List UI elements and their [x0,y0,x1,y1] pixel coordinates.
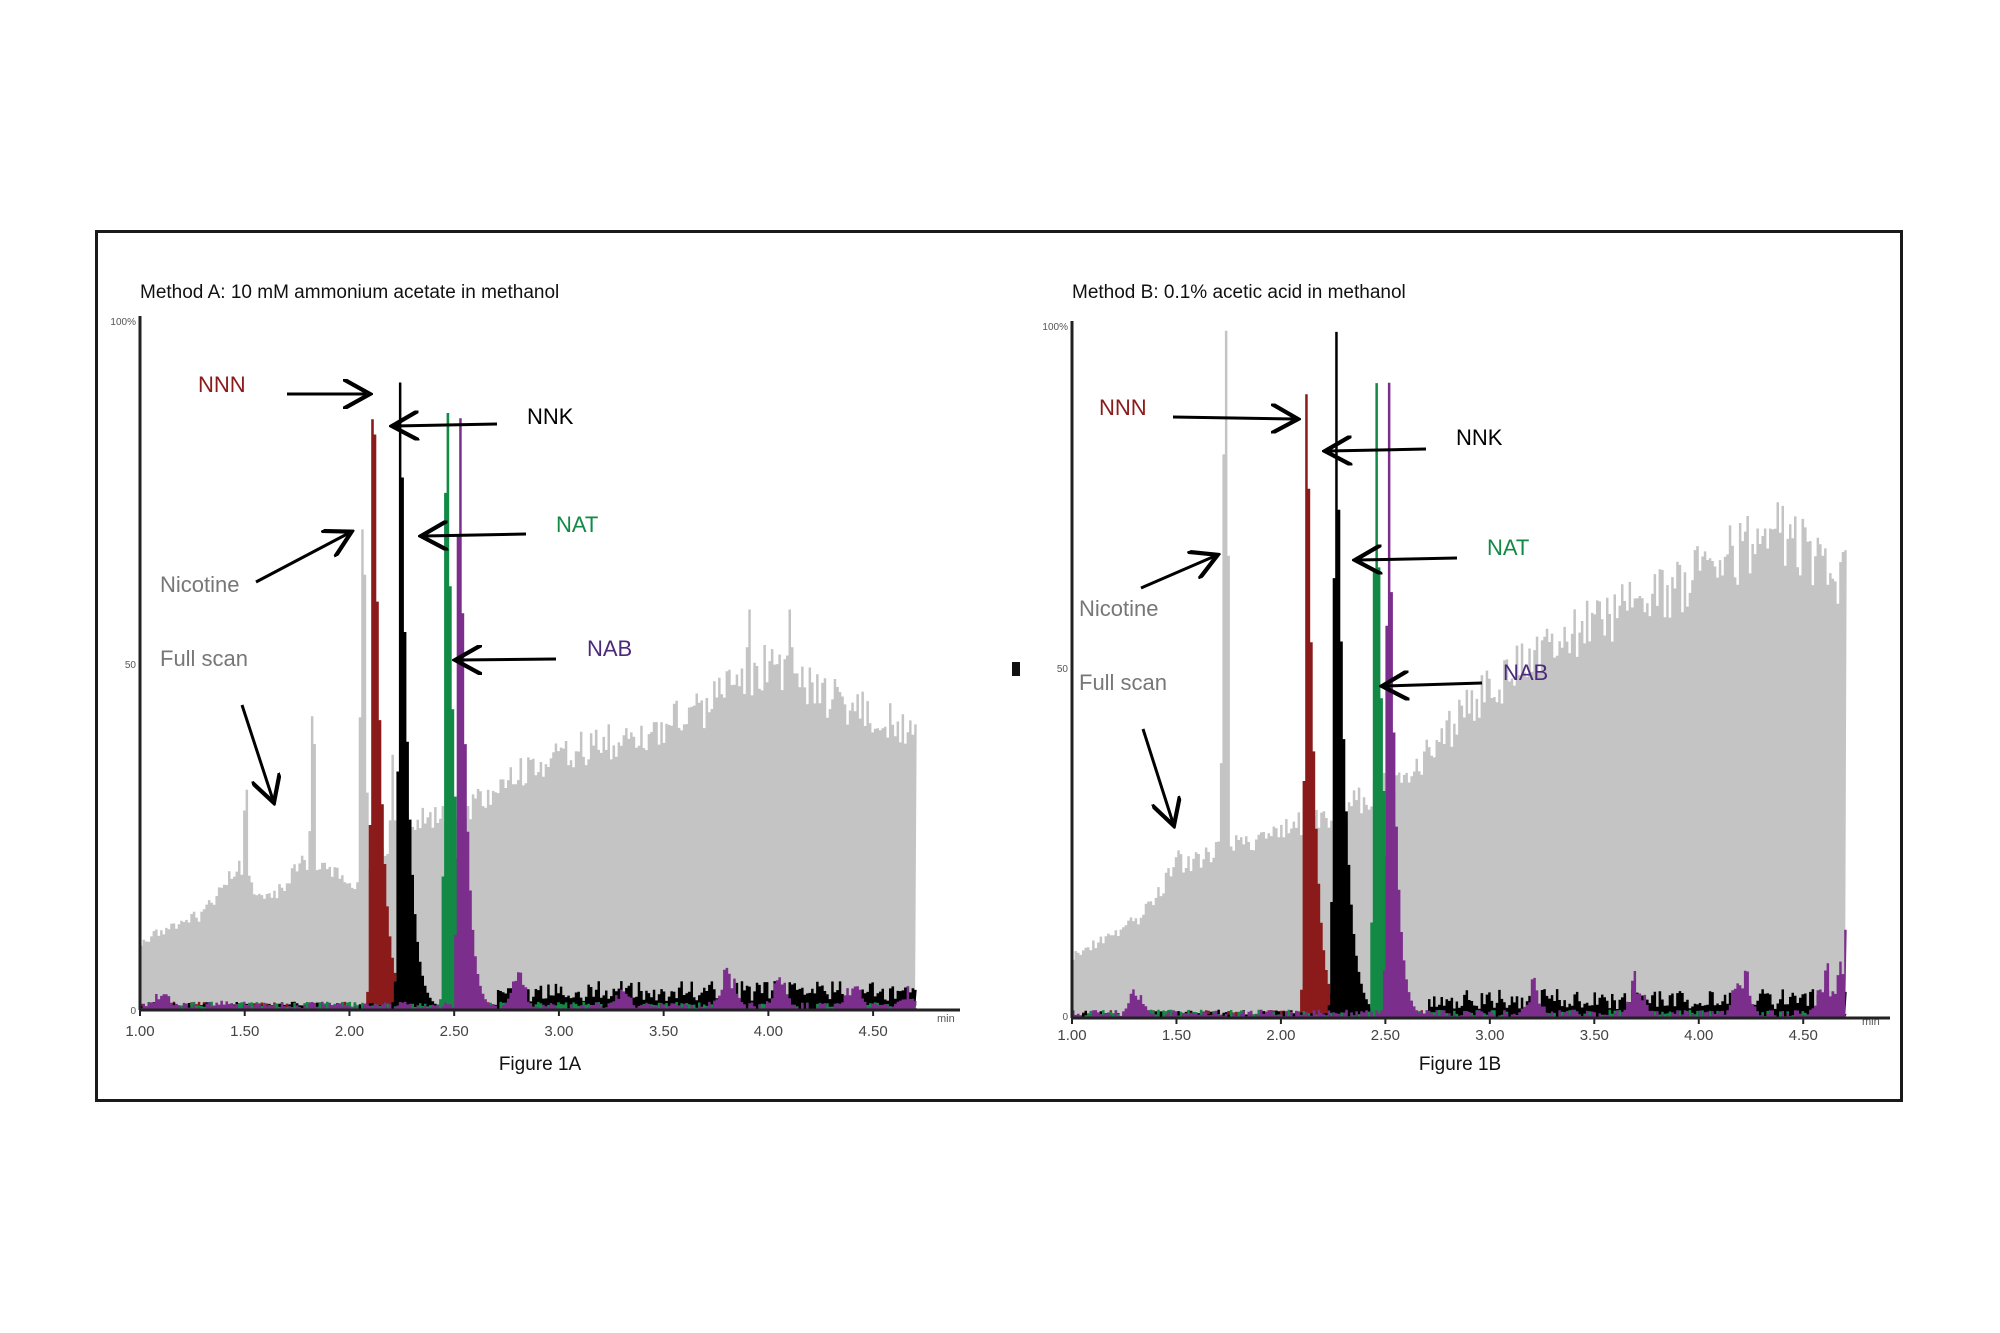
plot-area [1070,321,1890,1020]
x-tick-label: 2.50 [1371,1027,1400,1044]
label-nicotine: Nicotine [1079,596,1158,621]
y-tick-mid: 50 [125,660,137,671]
plot-area [138,316,960,1012]
x-tick-label: 4.50 [859,1023,888,1040]
arrow-nicotine [1140,556,1215,590]
chart-title: Method B: 0.1% acetic acid in methanol [1072,282,1406,303]
arrow-full-scan [1141,728,1173,823]
x-tick-label: 1.50 [1162,1027,1191,1044]
arrow-full-scan [240,704,273,800]
x-tick-labels: 1.00 1.50 2.00 2.50 3.00 3.50 4.00 4.50 [125,1010,888,1040]
arrow-nnk [395,424,498,426]
x-tick-label: 2.00 [1266,1027,1295,1044]
y-tick-zero: 0 [1062,1012,1068,1023]
chart-title: Method A: 10 mM ammonium acetate in meth… [140,282,559,303]
label-nnk: NNK [1456,425,1503,450]
label-nab: NAB [1503,660,1548,685]
x-tick-label: 4.00 [1684,1027,1713,1044]
side-marker [1012,662,1020,676]
x-tick-labels: 1.00 1.50 2.00 2.50 3.00 3.50 4.00 4.50 [1057,1018,1818,1044]
arrow-nab [1385,683,1483,686]
x-tick-label: 3.00 [544,1023,573,1040]
x-tick-label: 3.00 [1475,1027,1504,1044]
series-full-scan-area [140,529,917,1010]
y-tick-zero: 0 [130,1006,136,1017]
label-full-scan: Full scan [160,646,248,671]
y-tick-top: 100% [1042,322,1068,333]
figure-caption: Figure 1A [499,1054,582,1075]
label-nab: NAB [587,636,632,661]
arrow-nnn [1172,417,1295,419]
y-tick-mid: 50 [1057,664,1069,675]
x-tick-label: 1.00 [1057,1027,1086,1044]
x-axis-unit: min [937,1013,955,1025]
x-tick-label: 2.50 [440,1023,469,1040]
arrow-nab [458,659,557,660]
label-full-scan: Full scan [1079,670,1167,695]
series-full-scan-area [1072,330,1847,1018]
arrow-nat [1358,558,1458,560]
x-tick-label: 1.00 [125,1023,154,1040]
label-nnn: NNN [1099,395,1147,420]
arrow-nnk [1328,449,1427,451]
x-tick-label: 4.50 [1789,1027,1818,1044]
arrow-nicotine [255,533,349,584]
y-tick-top: 100% [110,317,136,328]
label-nnn: NNN [198,372,246,397]
figure-caption: Figure 1B [1419,1054,1501,1075]
peak-annotations: NNN NNK NAT NAB Nicotine Full scan [1079,395,1548,823]
arrow-nat [424,534,527,536]
label-nicotine: Nicotine [160,572,239,597]
x-tick-label: 3.50 [1580,1027,1609,1044]
label-nnk: NNK [527,404,574,429]
x-tick-label: 3.50 [649,1023,678,1040]
x-tick-label: 2.00 [335,1023,364,1040]
label-nat: NAT [1487,535,1529,560]
x-tick-label: 4.00 [754,1023,783,1040]
label-nat: NAT [556,512,598,537]
x-tick-label: 1.50 [230,1023,259,1040]
peak-annotations: NNN NNK NAT NAB Nicotine Full scan [160,372,632,800]
